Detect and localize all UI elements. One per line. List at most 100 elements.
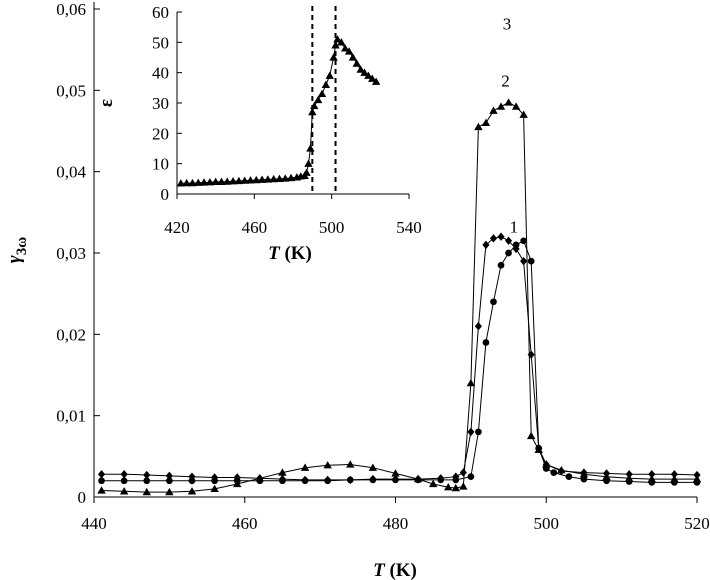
inset-permittivity-curve-point bbox=[317, 89, 327, 98]
main-curve-2-point bbox=[648, 470, 656, 479]
inset-permittivity-curve-point bbox=[368, 74, 377, 82]
main-curve-1-point bbox=[482, 339, 490, 346]
main-curve-3-point bbox=[557, 465, 566, 474]
inset-permittivity-curve-point bbox=[364, 71, 373, 79]
main-curve-label-1: 1 bbox=[510, 218, 519, 237]
inset-x-ticks: 420 460 500 540 bbox=[164, 194, 422, 237]
main-curve-3-point bbox=[413, 474, 423, 483]
inset-permittivity-curve-point bbox=[308, 107, 317, 116]
main-curve-label-2: 2 bbox=[501, 71, 510, 90]
inset-permittivity-curve-point bbox=[304, 159, 313, 167]
inset-permittivity-curve-point bbox=[269, 174, 278, 183]
main-curve-1-point bbox=[120, 477, 128, 485]
main-x-tick-label: 500 bbox=[534, 514, 560, 533]
main-curve-2-point bbox=[301, 475, 309, 485]
main-curve-2-point bbox=[489, 234, 498, 243]
inset-permittivity-curve-point bbox=[228, 177, 238, 185]
main-y-tick-label: 0,02 bbox=[56, 325, 86, 344]
main-curve-2-line bbox=[101, 236, 698, 481]
main-curve-2-point bbox=[391, 474, 400, 484]
main-y-tick-label: 0,04 bbox=[56, 163, 86, 182]
inset-permittivity-curve-point bbox=[252, 175, 261, 184]
main-x-tick-label: 520 bbox=[684, 514, 710, 533]
inset-permittivity-curve-point bbox=[310, 101, 319, 110]
inset-x-tick-label: 420 bbox=[164, 218, 190, 237]
main-curve-3-point bbox=[451, 483, 460, 492]
main-curve-2-point bbox=[143, 470, 151, 480]
main-curve-1-point bbox=[520, 237, 527, 245]
inset-y-tick-label: 40 bbox=[152, 64, 169, 83]
inset-vlines bbox=[311, 6, 337, 194]
main-curve-1-point bbox=[143, 477, 151, 485]
main-curve-2-point bbox=[437, 474, 445, 483]
main-curve-2-point bbox=[497, 232, 505, 241]
main-curve-2-point bbox=[452, 472, 460, 481]
inset-permittivity-curve-point bbox=[302, 168, 311, 176]
main-curve-3-point bbox=[346, 460, 355, 468]
main-curve-3-point bbox=[233, 479, 242, 488]
main-curve-2-point bbox=[278, 474, 287, 484]
main-curve-3-point bbox=[459, 482, 468, 490]
main-curve-3-point bbox=[300, 463, 310, 471]
inset-permittivity-curve-point bbox=[341, 44, 350, 52]
inset-permittivity-curve-point bbox=[246, 176, 255, 184]
main-curve-3-point bbox=[210, 484, 219, 493]
inset-permittivity-curve-point bbox=[306, 144, 315, 152]
main-curve-3-point bbox=[542, 460, 551, 468]
inset-y-tick-label: 60 bbox=[152, 3, 169, 22]
main-curve-2-point bbox=[97, 470, 106, 479]
main-x-ticks: 440 460 480 500 520 bbox=[81, 497, 710, 533]
inset-permittivity-curve-point bbox=[329, 53, 338, 61]
inset-y-label: ε bbox=[96, 99, 117, 107]
main-curve-2-point bbox=[512, 244, 520, 254]
main-curve-1-point bbox=[527, 257, 535, 265]
inset-permittivity-curve-point bbox=[257, 175, 267, 183]
main-curve-label-3: 3 bbox=[503, 14, 512, 33]
inset-y-tick-label: 10 bbox=[152, 155, 169, 174]
main-curve-1-point bbox=[98, 477, 105, 485]
main-curve-3-point bbox=[165, 487, 174, 496]
main-curve-2-point bbox=[120, 470, 128, 479]
inset-permittivity-curve-point bbox=[333, 35, 342, 43]
main-curve-3-point bbox=[278, 468, 287, 476]
main-curve-2-point bbox=[188, 472, 196, 481]
main-curve-3-point bbox=[602, 472, 611, 480]
main-curve-3-point bbox=[323, 461, 332, 469]
inset-permittivity-curve-point bbox=[352, 59, 361, 67]
main-curve-3-point bbox=[519, 110, 528, 118]
main-curve-3-point bbox=[119, 487, 129, 495]
main-curve-1-point bbox=[550, 469, 558, 476]
main-curve-1-point bbox=[497, 261, 505, 269]
inset-permittivity-curve-point bbox=[188, 178, 197, 187]
main-curve-3-point bbox=[97, 486, 106, 494]
main-curve-1-point bbox=[467, 473, 475, 481]
main-curve-3-point bbox=[255, 474, 265, 482]
inset-permittivity-curve-point bbox=[325, 71, 334, 79]
main-curve-1-point bbox=[475, 428, 482, 436]
inset-permittivity-curve-point bbox=[234, 176, 244, 185]
main-curve-2-point bbox=[324, 475, 332, 485]
inset-permittivity-curve-point bbox=[275, 174, 284, 182]
inset-permittivity-curve-point bbox=[281, 174, 290, 182]
inset-y-tick-label: 20 bbox=[152, 124, 169, 143]
inset-permittivity-curve-point bbox=[331, 41, 340, 49]
main-x-tick-label: 440 bbox=[81, 514, 107, 533]
main-x-tick-label: 480 bbox=[383, 514, 409, 533]
main-curve-2-point bbox=[459, 468, 467, 477]
inset-background bbox=[100, 0, 430, 270]
inset-x-label: T (K) bbox=[268, 243, 312, 264]
inset-permittivity-curve-point bbox=[176, 179, 186, 187]
main-curve-3-point bbox=[624, 474, 634, 482]
main-curve-3-point bbox=[391, 469, 400, 477]
main-y-tick-label: 0,06 bbox=[56, 0, 86, 19]
main-curve-3-point bbox=[496, 102, 506, 110]
main-curve-2-point bbox=[474, 322, 482, 331]
main-curve-3-point bbox=[692, 474, 702, 483]
main-series: 1 2 3 bbox=[97, 14, 702, 496]
main-curve-3-point bbox=[187, 487, 197, 495]
main-y-tick-label: 0,05 bbox=[56, 81, 86, 100]
main-y-tick-label: 0,03 bbox=[56, 244, 86, 263]
main-curve-3-point bbox=[142, 487, 151, 496]
main-curve-3-point bbox=[428, 479, 438, 488]
